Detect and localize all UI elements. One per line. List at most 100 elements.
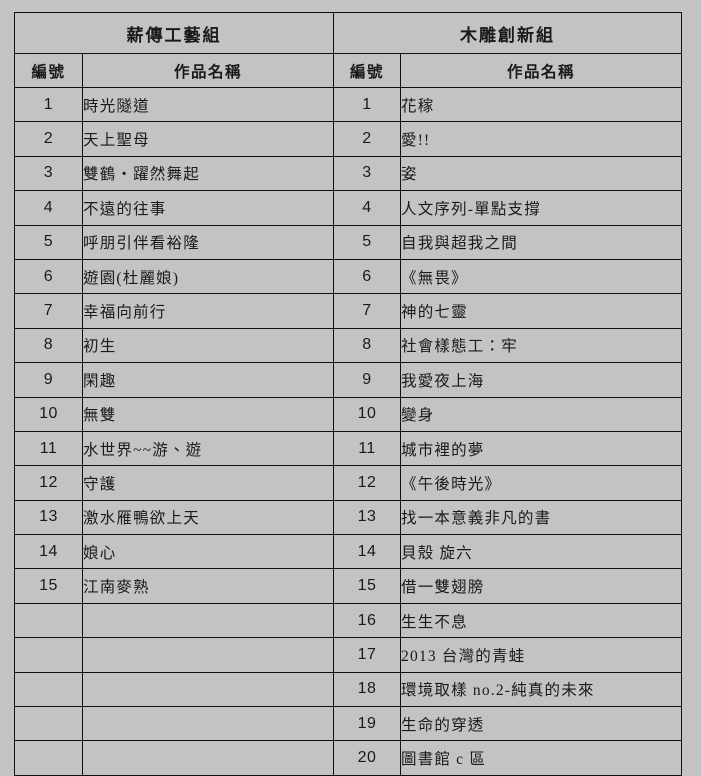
cell-right-no: 16 bbox=[333, 602, 401, 639]
cell-right-no: 17 bbox=[333, 637, 401, 673]
cell-left-no: 1 bbox=[14, 86, 83, 123]
table-row: 1 時光隧道 1 花稼 bbox=[14, 86, 682, 123]
cell-left-no: 13 bbox=[14, 499, 83, 536]
cell-right-no: 10 bbox=[333, 396, 401, 432]
cell-left-no: 14 bbox=[14, 534, 83, 570]
cell-left-name: 激水雁鴨欲上天 bbox=[82, 499, 334, 536]
cell-right-no: 19 bbox=[333, 706, 401, 742]
cell-left-no: 11 bbox=[14, 430, 83, 467]
cell-right-no: 6 bbox=[333, 258, 401, 295]
table-row: 16 生生不息 bbox=[14, 602, 682, 639]
cell-left-name: 雙鶴・躍然舞起 bbox=[82, 155, 334, 192]
table-row: 19 生命的穿透 bbox=[14, 706, 682, 742]
cell-empty bbox=[14, 671, 83, 708]
cell-left-no: 7 bbox=[14, 293, 83, 329]
cell-right-no: 4 bbox=[333, 190, 401, 226]
column-header-right-name: 作品名稱 bbox=[400, 53, 682, 88]
table-row: 5 呼朋引伴看裕隆 5 自我與超我之間 bbox=[14, 224, 682, 260]
cell-left-name: 守護 bbox=[82, 465, 334, 501]
cell-right-name: 生生不息 bbox=[400, 602, 682, 639]
table-row: 12 守護 12 《午後時光》 bbox=[14, 465, 682, 501]
cell-right-name: 愛!! bbox=[400, 121, 682, 157]
cell-left-name: 呼朋引伴看裕隆 bbox=[82, 224, 334, 260]
works-table: 薪傳工藝組 木雕創新組 編號 作品名稱 編號 作品名稱 1 時光隧道 1 花稼 2 天上聖… bbox=[14, 12, 682, 776]
cell-right-name: 貝殼 旋六 bbox=[400, 534, 682, 570]
cell-right-name: 我愛夜上海 bbox=[400, 362, 682, 398]
cell-right-no: 15 bbox=[333, 568, 401, 604]
cell-right-name: 《午後時光》 bbox=[400, 465, 682, 501]
table-row: 2 天上聖母 2 愛!! bbox=[14, 121, 682, 157]
cell-right-no: 1 bbox=[333, 86, 401, 123]
cell-right-name: 找一本意義非凡的書 bbox=[400, 499, 682, 536]
cell-right-name: 圖書館 c 區 bbox=[400, 740, 682, 776]
cell-left-no: 9 bbox=[14, 362, 83, 398]
cell-right-name: 《無畏》 bbox=[400, 258, 682, 295]
table-row: 3 雙鶴・躍然舞起 3 姿 bbox=[14, 155, 682, 192]
table-row: 18 環境取樣 no.2-純真的未來 bbox=[14, 671, 682, 708]
cell-right-name: 2013 台灣的青蛙 bbox=[400, 637, 682, 673]
column-header-row: 編號 作品名稱 編號 作品名稱 bbox=[14, 53, 682, 88]
cell-right-name: 環境取樣 no.2-純真的未來 bbox=[400, 671, 682, 708]
cell-right-name: 借一雙翅膀 bbox=[400, 568, 682, 604]
cell-left-name: 娘心 bbox=[82, 534, 334, 570]
cell-right-name: 社會樣態工：牢 bbox=[400, 327, 682, 364]
cell-right-no: 5 bbox=[333, 224, 401, 260]
table-body: 1 時光隧道 1 花稼 2 天上聖母 2 愛!! 3 雙鶴・躍然舞起 3 姿 4 不遠的往事 4 人文序列-單… bbox=[14, 86, 682, 776]
cell-left-name: 幸福向前行 bbox=[82, 293, 334, 329]
table-row: 9 閑趣 9 我愛夜上海 bbox=[14, 362, 682, 398]
group-header-right: 木雕創新組 bbox=[333, 12, 682, 54]
cell-empty bbox=[14, 637, 83, 673]
column-header-left-no: 編號 bbox=[14, 53, 83, 88]
cell-right-no: 18 bbox=[333, 671, 401, 708]
cell-left-name: 不遠的往事 bbox=[82, 190, 334, 226]
table-row: 11 水世界~~游、遊 11 城市裡的夢 bbox=[14, 430, 682, 467]
cell-left-no: 3 bbox=[14, 155, 83, 192]
cell-right-no: 11 bbox=[333, 430, 401, 467]
cell-right-name: 神的七靈 bbox=[400, 293, 682, 329]
cell-right-name: 自我與超我之間 bbox=[400, 224, 682, 260]
cell-left-name: 水世界~~游、遊 bbox=[82, 430, 334, 467]
table-row: 6 遊園(杜麗娘) 6 《無畏》 bbox=[14, 258, 682, 295]
table-row: 8 初生 8 社會樣態工：牢 bbox=[14, 327, 682, 364]
cell-right-name: 人文序列-單點支撐 bbox=[400, 190, 682, 226]
cell-left-no: 12 bbox=[14, 465, 83, 501]
cell-right-name: 城市裡的夢 bbox=[400, 430, 682, 467]
cell-left-name: 初生 bbox=[82, 327, 334, 364]
cell-right-name: 變身 bbox=[400, 396, 682, 432]
page-canvas: 薪傳工藝組 木雕創新組 編號 作品名稱 編號 作品名稱 1 時光隧道 1 花稼 2 天上聖… bbox=[14, 12, 682, 776]
cell-left-no: 6 bbox=[14, 258, 83, 295]
cell-right-no: 20 bbox=[333, 740, 401, 776]
cell-right-name: 花稼 bbox=[400, 86, 682, 123]
group-header-left: 薪傳工藝組 bbox=[14, 12, 334, 54]
cell-left-no: 8 bbox=[14, 327, 83, 364]
table-row: 15 江南麥熟 15 借一雙翅膀 bbox=[14, 568, 682, 604]
cell-right-no: 12 bbox=[333, 465, 401, 501]
table-row: 7 幸福向前行 7 神的七靈 bbox=[14, 293, 682, 329]
cell-left-no: 4 bbox=[14, 190, 83, 226]
cell-right-no: 8 bbox=[333, 327, 401, 364]
cell-empty bbox=[82, 740, 334, 776]
table-row: 17 2013 台灣的青蛙 bbox=[14, 637, 682, 673]
cell-right-no: 14 bbox=[333, 534, 401, 570]
cell-left-name: 時光隧道 bbox=[82, 86, 334, 123]
group-header-row: 薪傳工藝組 木雕創新組 bbox=[14, 12, 682, 54]
cell-empty bbox=[82, 671, 334, 708]
cell-left-name: 閑趣 bbox=[82, 362, 334, 398]
cell-right-name: 生命的穿透 bbox=[400, 706, 682, 742]
cell-empty bbox=[14, 602, 83, 639]
cell-empty bbox=[82, 706, 334, 742]
table-row: 13 激水雁鴨欲上天 13 找一本意義非凡的書 bbox=[14, 499, 682, 536]
cell-right-no: 9 bbox=[333, 362, 401, 398]
cell-right-name: 姿 bbox=[400, 155, 682, 192]
cell-left-name: 江南麥熟 bbox=[82, 568, 334, 604]
cell-right-no: 3 bbox=[333, 155, 401, 192]
cell-empty bbox=[82, 602, 334, 639]
cell-right-no: 2 bbox=[333, 121, 401, 157]
cell-left-name: 天上聖母 bbox=[82, 121, 334, 157]
cell-left-no: 15 bbox=[14, 568, 83, 604]
table-row: 4 不遠的往事 4 人文序列-單點支撐 bbox=[14, 190, 682, 226]
column-header-right-no: 編號 bbox=[333, 53, 401, 88]
table-row: 20 圖書館 c 區 bbox=[14, 740, 682, 776]
cell-right-no: 7 bbox=[333, 293, 401, 329]
table-row: 10 無雙 10 變身 bbox=[14, 396, 682, 432]
